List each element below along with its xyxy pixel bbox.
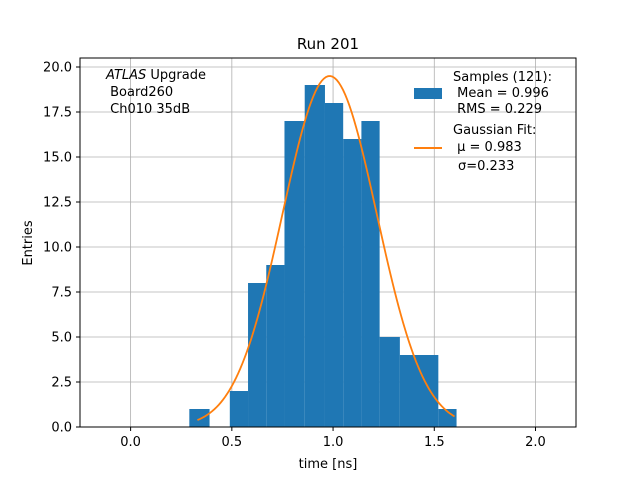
legend-samples-line2: Mean = 0.996	[453, 86, 549, 101]
histogram-bar	[189, 409, 210, 427]
histogram-bar	[324, 103, 344, 427]
histogram-bar	[379, 337, 400, 427]
atlas-annotation: ATLAS Upgrade Board260 Ch010 35dB	[105, 68, 206, 117]
x-axis-ticks: 0.0 0.5 1.0 1.5 2.0	[120, 427, 546, 450]
y-axis-ticks: 0.0 2.5 5.0 7.5 10.0 12.5 15.0 17.5 20.0	[43, 61, 80, 436]
y-tick-label: 7.5	[51, 286, 72, 301]
y-tick-label: 10.0	[43, 241, 72, 256]
legend-samples-line1: Samples (121):	[453, 70, 552, 85]
y-tick-label: 17.5	[43, 106, 72, 121]
legend-fit-line2: μ = 0.983	[453, 140, 522, 155]
annotation-upgrade: Upgrade	[146, 68, 206, 83]
histogram-bar	[284, 121, 305, 427]
legend-samples-line3: RMS = 0.229	[453, 102, 542, 117]
fit-curve	[197, 75, 456, 421]
y-tick-label: 20.0	[43, 61, 72, 76]
y-tick-label: 5.0	[51, 331, 72, 346]
histogram-bars	[189, 85, 457, 427]
legend-fit-line3: σ=0.233	[458, 159, 514, 174]
legend-fit-line1: Gaussian Fit:	[453, 123, 536, 138]
svg-text:ATLAS Upgrade: ATLAS Upgrade	[105, 68, 206, 83]
histogram-bar	[438, 409, 457, 427]
histogram-bar	[399, 355, 439, 427]
gaussian-fit	[197, 75, 456, 421]
annotation-channel: Ch010 35dB	[106, 102, 190, 117]
histogram-bar	[343, 139, 362, 427]
annotation-experiment: ATLAS	[105, 68, 146, 83]
x-tick-label: 1.0	[323, 435, 344, 450]
histogram-bar	[229, 391, 249, 427]
y-tick-label: 12.5	[43, 196, 72, 211]
x-tick-label: 0.5	[221, 435, 242, 450]
y-tick-label: 2.5	[51, 376, 72, 391]
annotation-board: Board260	[106, 85, 173, 100]
plot-frame	[79, 57, 577, 428]
histogram-bar	[266, 265, 285, 427]
histogram-bar	[361, 121, 380, 427]
y-tick-label: 0.0	[51, 421, 72, 436]
legend-samples-swatch	[414, 88, 442, 99]
y-axis-label: Entries	[21, 220, 36, 266]
legend: Samples (121): Mean = 0.996 RMS = 0.229 …	[414, 70, 552, 174]
x-axis-label: time [ns]	[299, 457, 358, 472]
histogram-bar	[248, 283, 267, 427]
y-tick-label: 15.0	[43, 151, 72, 166]
x-tick-label: 1.5	[424, 435, 445, 450]
x-tick-label: 2.0	[525, 435, 546, 450]
histogram-bar	[304, 85, 325, 427]
x-tick-label: 0.0	[120, 435, 141, 450]
chart-title: Run 201	[297, 35, 359, 53]
